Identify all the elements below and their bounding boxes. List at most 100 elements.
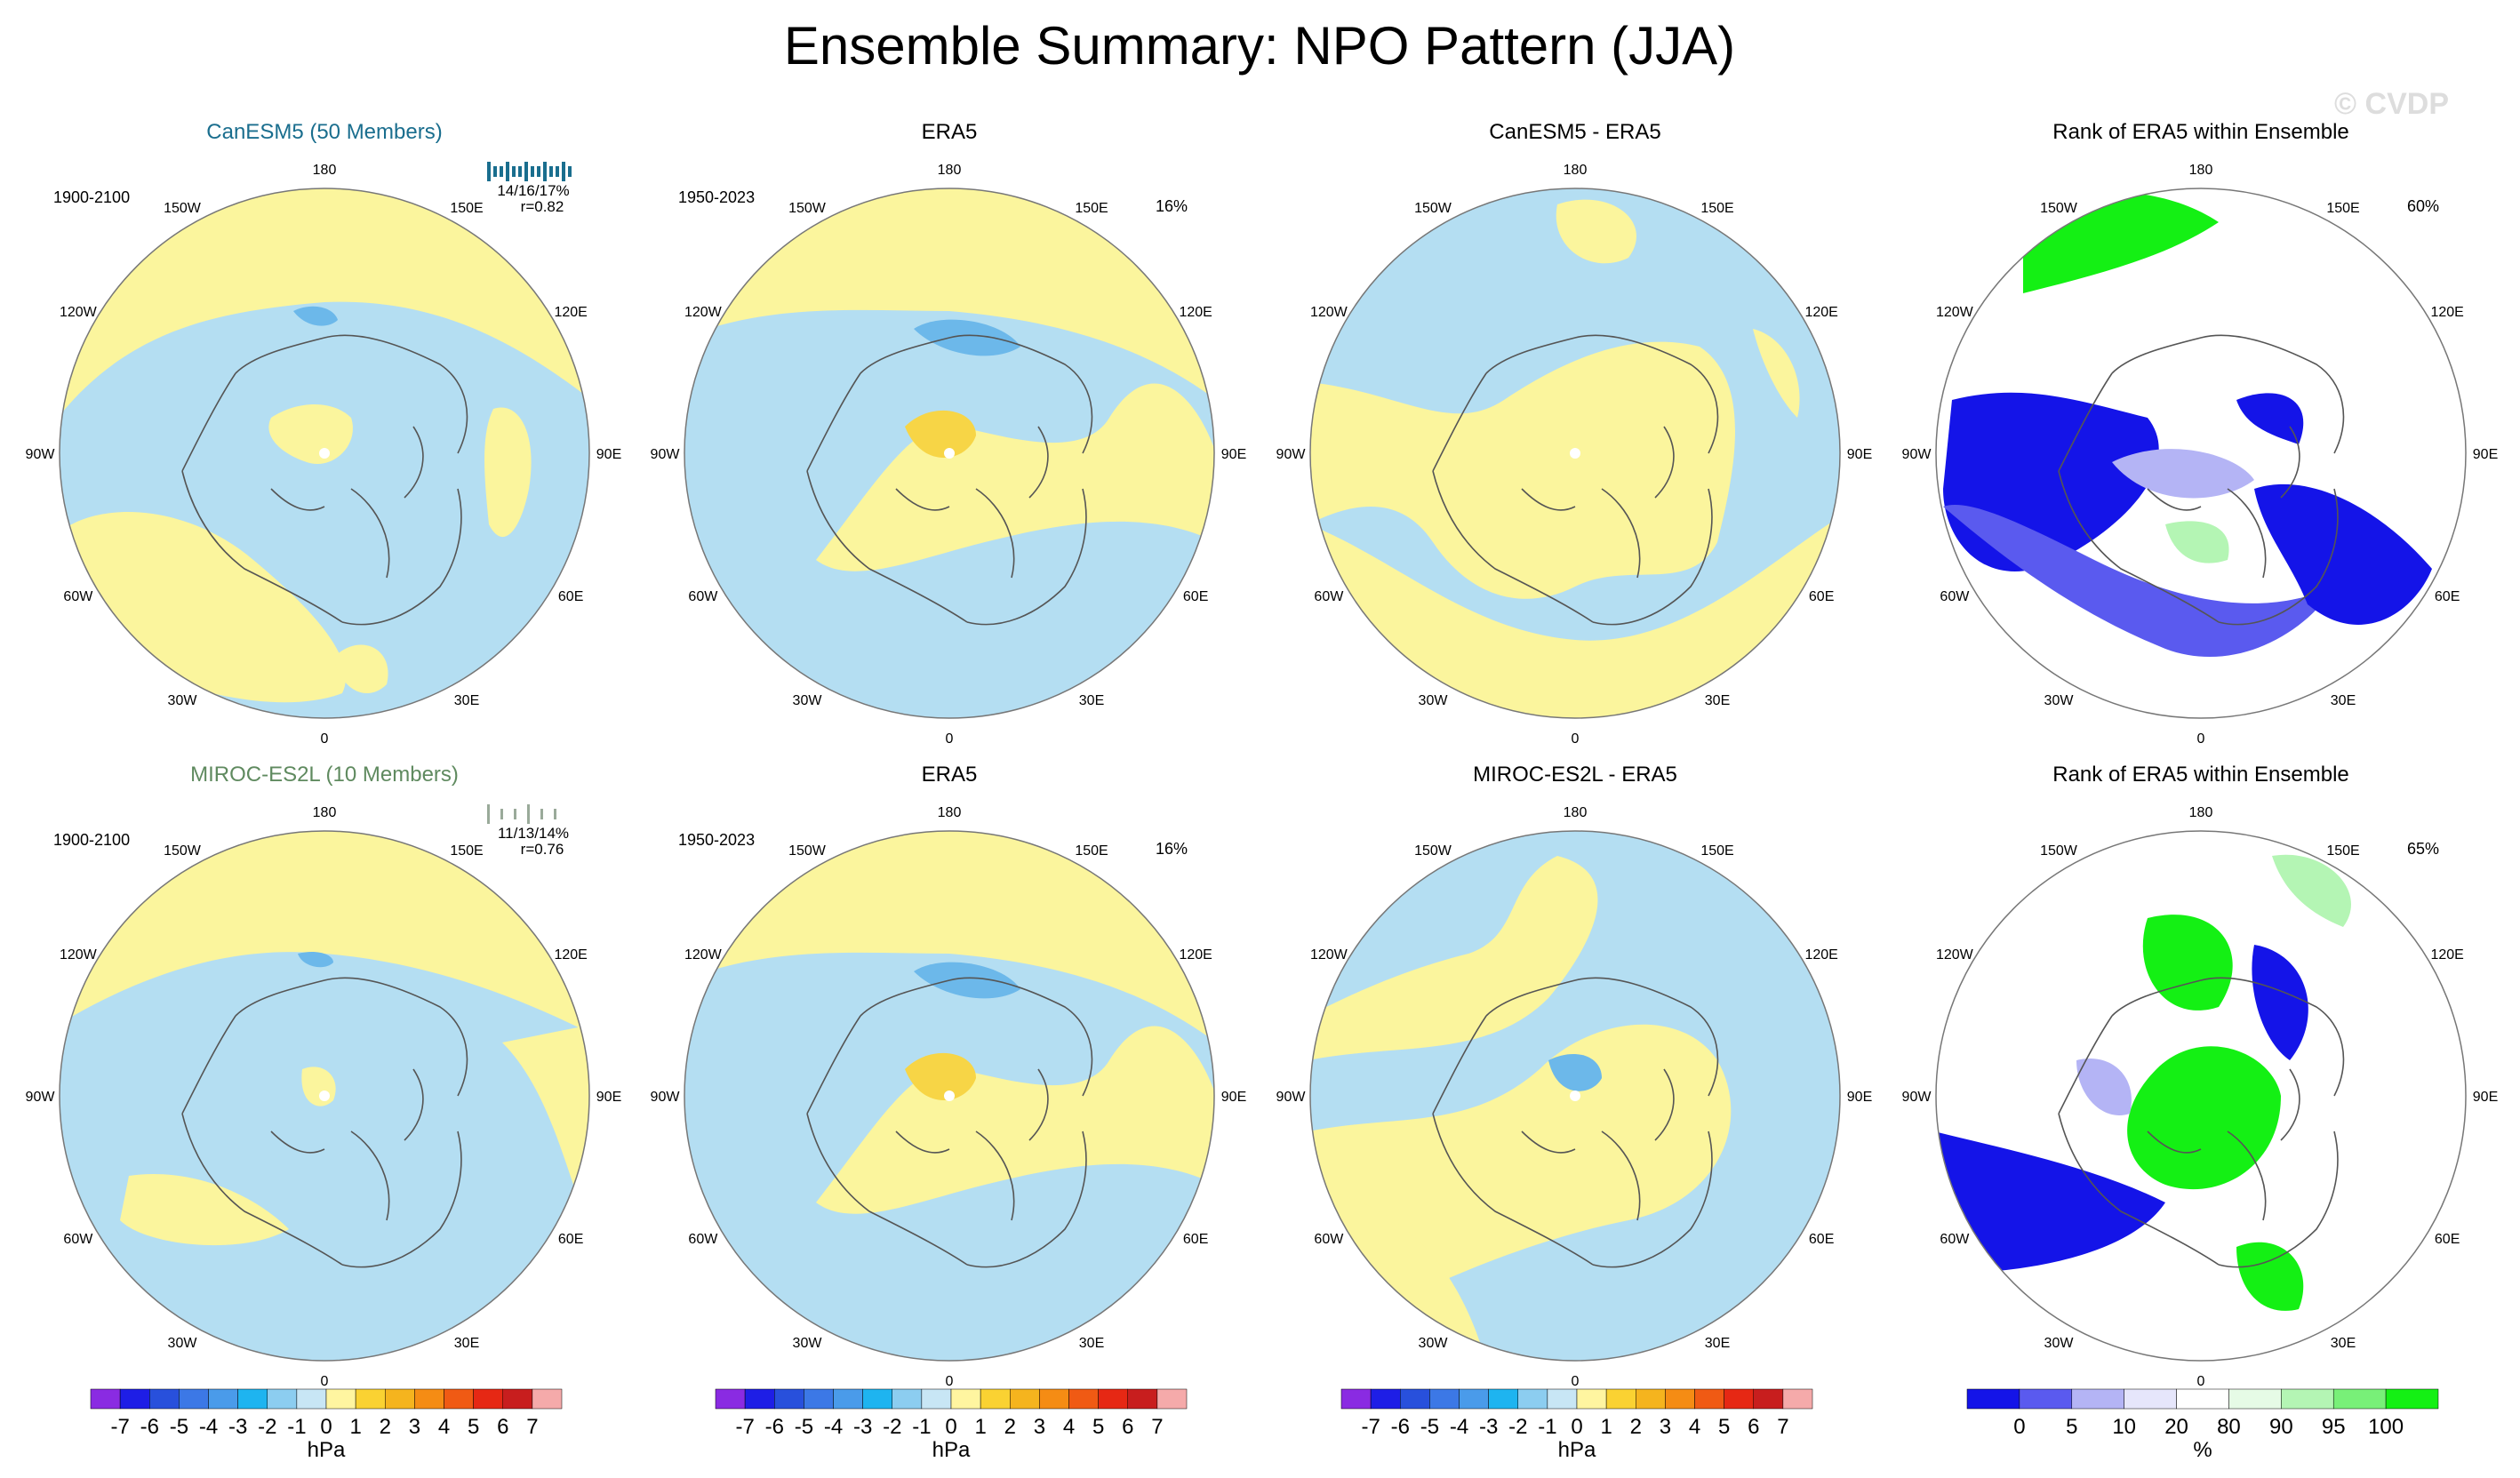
polar-map: 180 150E 120E 90E 60E 30E 0 30W 60W 90W 120W 150W (1902, 163, 2499, 747)
longitude-label: 150E (2326, 843, 2359, 859)
longitude-label: 120W (60, 305, 98, 320)
coastline (2227, 1130, 2267, 1221)
longitude-label: 60E (1809, 1232, 1834, 1247)
pole-marker (319, 1091, 330, 1101)
colorbar-label: 4 (1063, 1415, 1075, 1439)
map-panel-obs-1: ERA5 180 150E 120E 90E 60E 30E 0 30W 60W 90W 120W 15… (651, 120, 1247, 747)
coastline (1028, 426, 1049, 499)
colorbar-label: -4 (1450, 1415, 1468, 1439)
coastline (806, 1015, 861, 1114)
panel-title: Rank of ERA5 within Ensemble (2052, 120, 2349, 144)
field-region (484, 407, 532, 538)
colorbar-label: 4 (1689, 1415, 1700, 1439)
colorbar-label: -6 (765, 1415, 784, 1439)
colorbar-swatch (2019, 1388, 2073, 1410)
colorbar-label: 6 (1748, 1415, 1759, 1439)
colorbar-swatch (921, 1388, 952, 1410)
field-region (816, 1026, 1214, 1214)
member-tick (487, 162, 491, 181)
longitude-label: 120E (2430, 305, 2463, 320)
longitude-label: 60E (1809, 589, 1834, 604)
longitude-label: 120W (1936, 947, 1974, 963)
longitude-label: 90W (26, 1090, 56, 1105)
colorbar-label: -4 (824, 1415, 843, 1439)
coastline (1485, 977, 1719, 1097)
colorbar-label: -1 (912, 1415, 931, 1439)
colorbar-swatch (473, 1388, 503, 1410)
coastline (806, 1113, 968, 1266)
colorbar-swatch (1753, 1388, 1784, 1410)
longitude-label: 90E (1221, 447, 1246, 462)
map-border (684, 830, 1215, 1362)
longitude-label: 30W (2044, 693, 2075, 708)
colorbar-label: 5 (468, 1415, 479, 1439)
colorbar-swatch (1068, 1388, 1099, 1410)
colorbar-2: -7 -6 -5 -4 -3 -2 -1 0 1 2 3 4 5 6 7 hPa (715, 1388, 1188, 1462)
colorbar-swatch (1429, 1388, 1460, 1410)
coastline (235, 334, 468, 454)
longitude-label: 150W (164, 201, 202, 216)
longitude-label: 150E (1700, 843, 1733, 859)
colorbar-swatch (2124, 1388, 2177, 1410)
field-region (914, 962, 1020, 999)
coastline (1521, 488, 1576, 511)
colorbar-label: 7 (526, 1415, 538, 1439)
longitude-label: 30E (454, 1336, 479, 1351)
colorbar-label: 0 (1571, 1415, 1582, 1439)
longitude-label: 150W (1414, 843, 1452, 859)
coastline (350, 488, 390, 579)
colorbar-swatch (1966, 1388, 2020, 1410)
colorbar-label: 0 (320, 1415, 332, 1439)
pattern-correlation: r=0.82 (521, 198, 564, 215)
coastline (2111, 334, 2345, 454)
colorbar-label: 6 (1122, 1415, 1133, 1439)
field-region (905, 1052, 976, 1100)
pattern-correlation: r=0.76 (521, 841, 564, 858)
coastline (2280, 426, 2300, 499)
polar-map: 180 150E 120E 90E 60E 30E 0 30W 60W 90W 120W 150W (26, 163, 622, 747)
colorbar-swatch (950, 1388, 981, 1410)
member-tick (512, 166, 516, 177)
coastline (1432, 372, 1487, 472)
field-region (1310, 515, 1840, 718)
map-border (59, 830, 590, 1362)
longitude-label: 120E (554, 305, 587, 320)
panel-title: ERA5 (922, 120, 978, 144)
colorbar-swatch (119, 1388, 150, 1410)
colorbar-swatch (149, 1388, 180, 1410)
longitude-label: 0 (321, 1374, 329, 1389)
longitude-label: 30E (1705, 693, 1730, 708)
coastline (2058, 1015, 2113, 1114)
coastline (2227, 488, 2267, 579)
colorbar-swatch (237, 1388, 268, 1410)
coastline (1485, 334, 1719, 454)
field-region (905, 410, 976, 458)
colorbar-label: -7 (1361, 1415, 1380, 1439)
colorbar-label: 20 (2164, 1415, 2188, 1439)
field-region (684, 831, 1214, 1043)
polar-map: 180 150E 120E 90E 60E 30E 0 30W 60W 90W 120W 150W (1902, 805, 2499, 1389)
field-region (1936, 1131, 2165, 1274)
colorbar-swatch (1400, 1388, 1430, 1410)
longitude-label: 150E (2326, 201, 2359, 216)
map-panel-rank-2: Rank of ERA5 within Ensemble 180 150E 120E 9… (1902, 763, 2499, 1389)
colorbar-swatch (267, 1388, 298, 1410)
longitude-label: 90E (1847, 447, 1872, 462)
colorbar-swatch (1665, 1388, 1695, 1410)
field-region (2236, 1242, 2304, 1311)
longitude-label: 120E (1179, 305, 1212, 320)
colorbar-label: -2 (1508, 1415, 1527, 1439)
colorbar-label: 5 (1092, 1415, 1104, 1439)
longitude-label: 120W (684, 947, 723, 963)
map-panels: CanESM5 (50 Members) 180 150E 120E 90E 60E 30E… (26, 120, 2499, 1389)
pole-marker (1570, 448, 1580, 459)
field-region (1310, 856, 1598, 1060)
map-field (1936, 831, 2466, 1361)
longitude-label: 30W (2044, 1336, 2075, 1351)
longitude-label: 60W (688, 589, 718, 604)
coastline (181, 372, 236, 472)
longitude-label: 150E (1075, 843, 1108, 859)
field-region (268, 404, 353, 464)
panel-title: CanESM5 - ERA5 (1489, 120, 1660, 144)
